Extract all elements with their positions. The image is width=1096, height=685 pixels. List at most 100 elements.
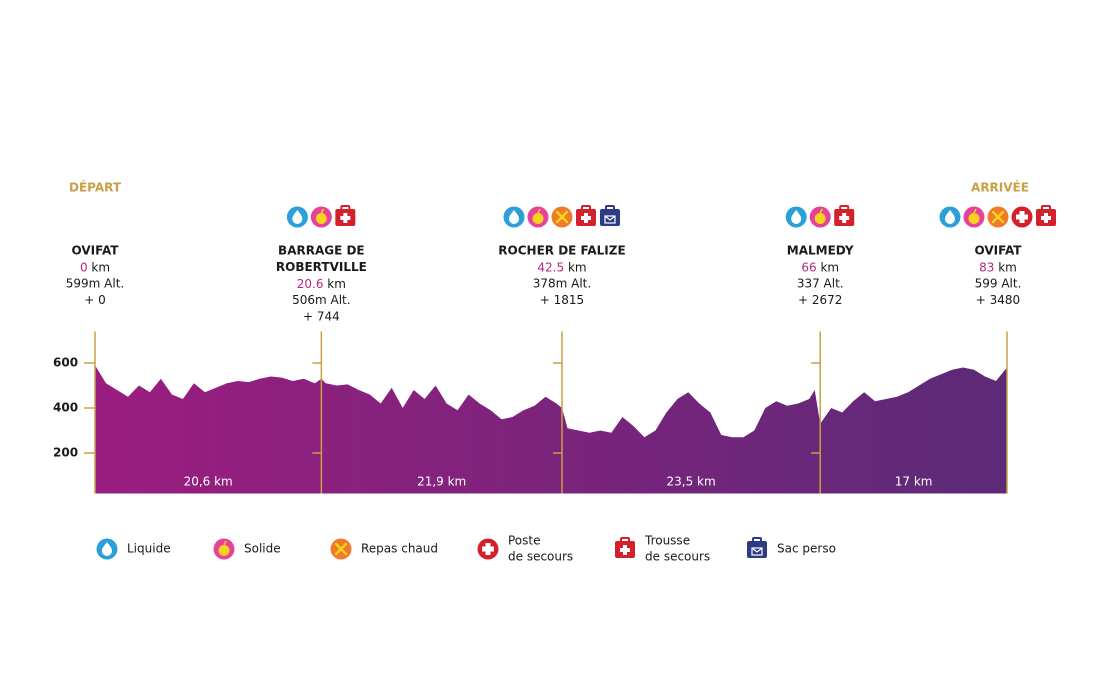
icon-cross bbox=[340, 213, 351, 223]
service-icon bbox=[310, 206, 332, 228]
station-altitude: 599 Alt. bbox=[975, 277, 1022, 291]
station-altitude: 506m Alt. bbox=[292, 293, 350, 307]
km-value: 42.5 bbox=[537, 260, 564, 274]
icon-handle bbox=[839, 205, 850, 211]
station-km: 66 km bbox=[801, 260, 839, 274]
service-icon bbox=[809, 206, 831, 228]
segment-label: 21,9 km bbox=[417, 475, 466, 489]
segment-label: 23,5 km bbox=[667, 475, 716, 489]
icon-apple bbox=[532, 213, 544, 224]
station-km: 0 km bbox=[80, 260, 110, 274]
icon-leaf bbox=[973, 208, 977, 214]
icon-drop bbox=[508, 210, 519, 224]
station-gain: + 3480 bbox=[976, 293, 1020, 307]
service-icon bbox=[286, 206, 308, 228]
km-value: 20.6 bbox=[297, 277, 324, 291]
service-icon bbox=[747, 537, 767, 558]
icon-envelope-flap bbox=[751, 547, 763, 553]
icon-apple bbox=[814, 213, 826, 224]
legend-label: Liquide bbox=[127, 542, 171, 556]
km-unit: km bbox=[820, 260, 839, 274]
y-tick-label: 200 bbox=[53, 446, 78, 460]
service-icon bbox=[599, 205, 620, 226]
service-icon bbox=[503, 206, 525, 228]
icon-handle bbox=[752, 537, 762, 543]
station-name: MALMEDY bbox=[787, 244, 854, 258]
station-altitude: 337 Alt. bbox=[797, 277, 844, 291]
icon-apple bbox=[968, 213, 980, 224]
icon-cutlery bbox=[991, 210, 1005, 224]
elevation-area bbox=[95, 365, 1007, 494]
icon-cutlery bbox=[555, 210, 569, 224]
icon-cross bbox=[1041, 213, 1051, 223]
icon-cross bbox=[1016, 211, 1028, 223]
icon-cross bbox=[620, 545, 630, 555]
legend-label: Trousse bbox=[644, 534, 690, 548]
service-icon bbox=[335, 205, 356, 226]
legend-label: Repas chaud bbox=[361, 542, 438, 556]
station-km: 83 km bbox=[979, 260, 1017, 274]
service-icon bbox=[834, 205, 855, 226]
icon-cross bbox=[580, 213, 591, 223]
icon-cutlery bbox=[334, 542, 348, 556]
icon-drop bbox=[102, 542, 112, 556]
km-unit: km bbox=[998, 260, 1017, 274]
service-icon bbox=[987, 206, 1009, 228]
segment-label: 17 km bbox=[895, 475, 933, 489]
station-gain: + 1815 bbox=[540, 293, 584, 307]
icon-apple bbox=[315, 213, 327, 224]
service-icon bbox=[477, 538, 499, 560]
service-icon bbox=[939, 206, 961, 228]
service-icon bbox=[1011, 206, 1033, 228]
km-unit: km bbox=[91, 260, 110, 274]
service-icon bbox=[1036, 205, 1056, 226]
icon-leaf bbox=[537, 208, 541, 214]
service-icon bbox=[551, 206, 573, 228]
icon-handle bbox=[340, 205, 351, 211]
station-gain: + 0 bbox=[84, 293, 106, 307]
end-label: ARRIVÉE bbox=[971, 180, 1029, 195]
start-label: DÉPART bbox=[69, 180, 122, 195]
icon-drop bbox=[791, 210, 802, 224]
station-altitude: 378m Alt. bbox=[533, 277, 591, 291]
km-unit: km bbox=[568, 260, 587, 274]
service-icon bbox=[785, 206, 807, 228]
station-km: 20.6 km bbox=[297, 277, 346, 291]
service-icon bbox=[963, 206, 985, 228]
icon-leaf bbox=[320, 208, 325, 214]
station-name: OVIFAT bbox=[72, 244, 120, 258]
segment-label: 20,6 km bbox=[184, 475, 233, 489]
service-icon bbox=[527, 206, 549, 228]
icon-handle bbox=[1041, 205, 1051, 211]
icon-leaf bbox=[223, 540, 227, 546]
y-tick-label: 400 bbox=[53, 401, 78, 415]
legend-label: de secours bbox=[645, 550, 710, 564]
station-gain: + 2672 bbox=[798, 293, 842, 307]
legend-label: de secours bbox=[508, 550, 573, 564]
icon-drop bbox=[945, 210, 955, 224]
service-icon bbox=[96, 538, 118, 560]
km-value: 66 bbox=[801, 260, 816, 274]
icon-handle bbox=[604, 205, 615, 211]
icon-envelope bbox=[604, 215, 616, 224]
km-value: 83 bbox=[979, 260, 994, 274]
icon-cross bbox=[839, 213, 850, 223]
y-tick-label: 600 bbox=[53, 356, 78, 370]
icon-handle bbox=[620, 537, 630, 543]
icon-handle bbox=[580, 205, 591, 211]
icon-apple bbox=[218, 545, 230, 556]
station-name: OVIFAT bbox=[975, 244, 1023, 258]
legend-label: Solide bbox=[244, 542, 281, 556]
station-name: ROBERTVILLE bbox=[276, 260, 367, 274]
station-gain: + 744 bbox=[303, 310, 340, 324]
station-name: BARRAGE DE bbox=[278, 244, 365, 258]
station-name: ROCHER DE FALIZE bbox=[498, 244, 625, 258]
service-icon bbox=[330, 538, 352, 560]
station-altitude: 599m Alt. bbox=[66, 277, 124, 291]
icon-envelope bbox=[751, 547, 763, 556]
service-icon bbox=[575, 205, 596, 226]
icon-drop bbox=[292, 210, 303, 224]
icon-cross bbox=[482, 543, 494, 555]
legend-label: Sac perso bbox=[777, 542, 836, 556]
